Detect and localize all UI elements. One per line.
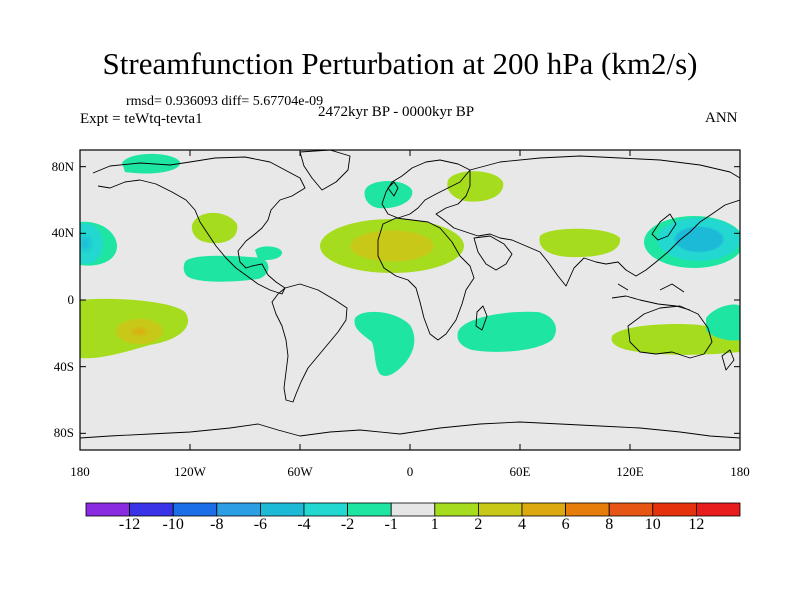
anomaly-india — [539, 228, 621, 258]
coast-arabia — [473, 235, 513, 271]
colorbar-label-3: -6 — [253, 516, 268, 533]
coastlines — [80, 150, 740, 439]
anomaly-north-africa — [320, 219, 464, 273]
coast-greenland — [299, 150, 351, 191]
colorbar-swatch-9 — [477, 502, 523, 517]
coast-europe — [381, 159, 471, 219]
period-label: 2472kyr BP - 0000kyr BP — [318, 104, 475, 120]
colorbar-swatch-6 — [347, 502, 392, 517]
colorbar-label-11: 8 — [605, 516, 614, 533]
axis-ticks — [79, 150, 741, 450]
anomaly-western-north-america — [191, 212, 238, 244]
coast-asia — [435, 155, 740, 287]
anomaly-sw-indian-ocean — [457, 311, 556, 352]
lon-label-1: 120W — [174, 464, 206, 479]
season-label: ANN — [705, 110, 738, 126]
lon-label-5: 120E — [616, 464, 644, 479]
coast-australia — [627, 305, 713, 359]
coast-madagascar — [475, 305, 488, 331]
colorbar-label-13: 12 — [688, 516, 705, 533]
colorbar-swatch-7 — [390, 502, 436, 517]
coast-antarctica — [80, 421, 740, 439]
map-plot-area — [80, 150, 740, 450]
lat-label-40s: 40S — [53, 358, 74, 374]
colorbar-label-10: 6 — [561, 516, 570, 533]
anomaly-nw-pacific — [80, 221, 118, 266]
lon-label-3: 0 — [406, 464, 414, 479]
colorbar-swatch-10 — [521, 502, 566, 517]
experiment-label: Expt = teWtq-tevta1 — [80, 111, 203, 127]
stats-text: rmsd= 0.936093 diff= 5.67704e-09 — [126, 94, 324, 109]
colorbar-label-4: -4 — [297, 516, 311, 533]
colorbar-label-1: -10 — [162, 516, 184, 533]
colorbar-swatch-0 — [85, 502, 130, 517]
map-background — [80, 150, 740, 450]
colorbar-swatch-11 — [565, 502, 610, 517]
anomaly-south-atlantic — [354, 311, 415, 376]
colorbar-swatch-13 — [652, 502, 697, 517]
colorbar-label-9: 4 — [518, 516, 526, 533]
colorbar-label-12: 10 — [644, 516, 661, 533]
coast-africa — [377, 217, 475, 341]
colorbar-label-6: -1 — [384, 516, 398, 533]
colorbar-swatch-2 — [172, 502, 218, 517]
colorbar-label-2: -8 — [210, 516, 224, 533]
coast-north-america — [92, 156, 306, 295]
chart-title: Streamfunction Perturbation at 200 hPa (… — [102, 46, 698, 81]
lon-label-0: 180 — [70, 464, 90, 479]
colorbar-swatch-4 — [259, 502, 305, 517]
colorbar-swatch-3 — [216, 502, 261, 517]
anomaly-south-pacific — [80, 298, 189, 359]
colorbar-label-0: -12 — [118, 516, 141, 533]
colorbar-swatch-1 — [129, 502, 174, 517]
coast-japan — [651, 213, 677, 241]
lon-label-6: 180 — [730, 464, 750, 479]
anomaly-japan — [644, 216, 740, 268]
colorbar-label-8: 2 — [474, 516, 483, 533]
lat-label-80s: 80S — [53, 425, 74, 441]
anomaly-southwest-pacific — [706, 304, 740, 341]
colorbar-swatch-8 — [434, 502, 479, 517]
coast-indonesia — [611, 283, 691, 311]
lon-label-4: 60E — [509, 464, 531, 479]
colorbar-label-7: 1 — [430, 516, 439, 533]
colorbar-swatch-14 — [696, 502, 741, 517]
coast-south-america — [271, 283, 348, 403]
lat-label-40n: 40N — [51, 225, 74, 241]
lat-label-0: 0 — [67, 292, 75, 307]
colorbar — [85, 502, 741, 517]
anomaly-caribbean — [255, 246, 283, 261]
coast-british-isles — [387, 181, 399, 197]
colorbar-label-5: -2 — [340, 516, 355, 533]
anomaly-north-atlantic — [364, 181, 413, 209]
coast-new-zealand — [721, 349, 735, 371]
anomaly-subtropical-north-pacific — [183, 255, 269, 282]
lon-label-2: 60W — [287, 464, 313, 479]
lat-label-80n: 80N — [51, 158, 74, 174]
colorbar-swatch-12 — [608, 502, 654, 517]
colorbar-swatch-5 — [303, 502, 348, 517]
anomaly-fields — [80, 153, 740, 376]
anomaly-scandinavia — [447, 171, 504, 202]
